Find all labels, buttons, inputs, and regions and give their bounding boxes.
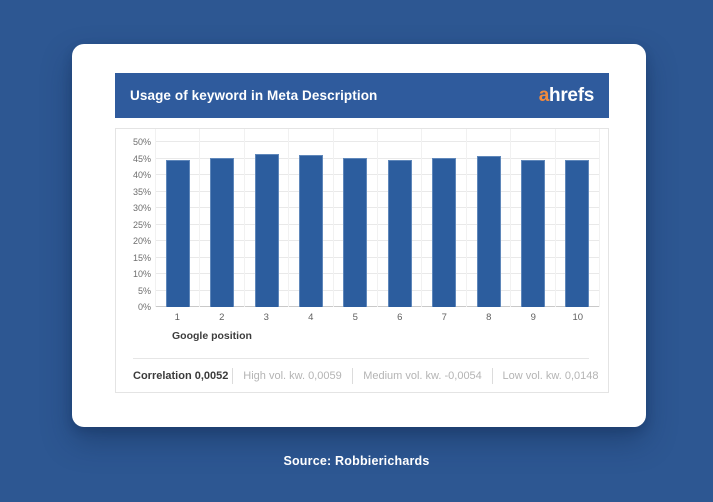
y-tick-label: 10% [132, 269, 151, 279]
stats-divider-line [133, 358, 589, 359]
category-slot-4 [288, 129, 332, 307]
x-tick-label-4: 4 [308, 312, 314, 323]
x-tick-label-9: 9 [530, 312, 536, 323]
category-slot-2 [199, 129, 243, 307]
y-tick-label: 50% [132, 137, 151, 147]
chart-card: Usage of keyword in Meta Description ahr… [72, 44, 646, 427]
chart-area: 0% 5% 10% 15% 20% 25% 30% 35% 40% 45% 50% 1 2 3 4 5 6 7 8… [115, 128, 609, 393]
medium-volume-stat: Medium vol. kw. -0,0054 [363, 369, 482, 382]
chart-header: Usage of keyword in Meta Description ahr… [115, 73, 609, 118]
x-axis-labels: 1 2 3 4 5 6 7 8 9 10 [155, 312, 600, 324]
x-tick-label-5: 5 [352, 312, 358, 323]
category-slot-10 [554, 129, 601, 307]
x-axis-title: Google position [172, 330, 252, 342]
y-tick-label: 45% [132, 153, 151, 164]
x-tick-label-3: 3 [263, 312, 269, 323]
stats-divider [352, 367, 353, 384]
stats-divider [492, 367, 493, 384]
x-tick-label-10: 10 [572, 312, 584, 323]
high-volume-stat: High vol. kw. 0,0059 [243, 369, 342, 382]
y-tick-label: 15% [132, 252, 151, 263]
bar-position-10 [565, 159, 590, 307]
chart-title: Usage of keyword in Meta Description [130, 88, 378, 103]
category-slot-7 [421, 129, 465, 307]
category-slot-1 [155, 129, 199, 307]
category-slot-8 [465, 129, 510, 307]
y-tick-label: 0% [137, 302, 151, 312]
y-tick-label: 40% [132, 170, 151, 180]
low-volume-stat: Low vol. kw. 0,0148 [502, 369, 599, 382]
category-slot-6 [377, 129, 421, 307]
plot-area [155, 129, 601, 307]
x-tick-label-8: 8 [486, 312, 492, 323]
x-tick-label-1: 1 [174, 312, 180, 323]
bar-position-3 [254, 154, 279, 307]
y-tick-label: 25% [132, 219, 151, 230]
ahrefs-logo-hrefs: hrefs [549, 85, 594, 106]
y-tick-label: 20% [132, 236, 151, 246]
ahrefs-logo: ahrefs [538, 85, 595, 106]
source-caption: Source: Robbierichards [283, 454, 430, 468]
correlation-stats-row: Correlation 0,0052 High vol. kw. 0,0059 … [116, 359, 608, 392]
y-tick-label: 35% [132, 186, 151, 197]
x-tick-label-7: 7 [441, 312, 447, 323]
bar-position-4 [298, 155, 323, 307]
y-tick-label: 5% [137, 285, 151, 296]
ahrefs-logo-a: a [538, 85, 550, 106]
category-slot-5 [332, 129, 377, 307]
bar-position-6 [387, 159, 412, 307]
correlation-stat: Correlation 0,0052 [133, 369, 229, 382]
bar-position-9 [520, 160, 545, 307]
x-tick-label-2: 2 [219, 312, 225, 323]
x-tick-label-6: 6 [397, 312, 403, 323]
bar-position-7 [432, 158, 457, 307]
bar-slots [155, 129, 601, 307]
bar-position-8 [476, 155, 501, 307]
y-axis: 0% 5% 10% 15% 20% 25% 30% 35% 40% 45% 50% [116, 137, 151, 312]
category-slot-3 [243, 129, 288, 307]
bar-position-5 [343, 157, 368, 307]
stats-divider [232, 367, 233, 384]
bar-position-2 [210, 157, 235, 307]
bar-position-1 [165, 160, 190, 307]
category-slot-9 [510, 129, 554, 307]
y-tick-label: 30% [132, 203, 151, 213]
